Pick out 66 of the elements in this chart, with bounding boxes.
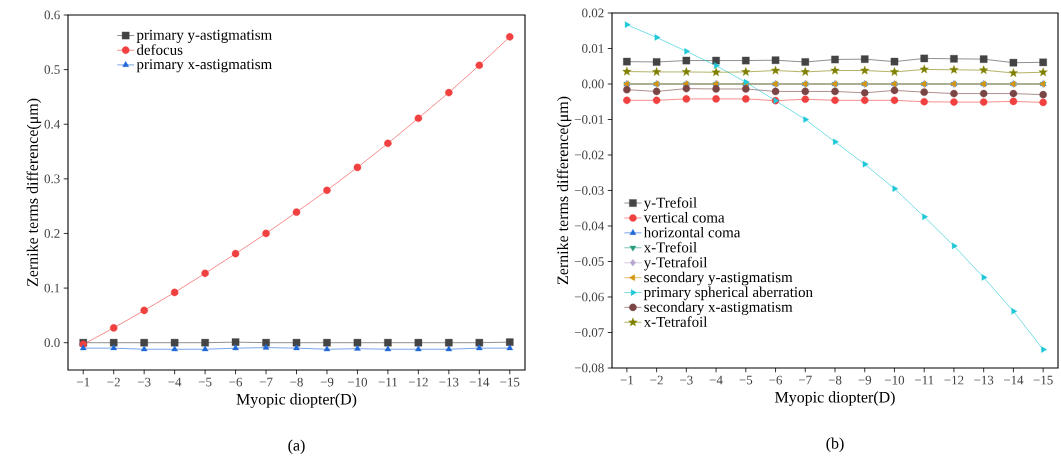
x-axis-title: Myopic diopter(D) (236, 393, 357, 408)
y-tick-label: 0.3 (44, 174, 60, 184)
legend-label: primary spherical aberration (643, 286, 813, 301)
x-tick-label: −14 (1003, 375, 1024, 385)
text: (b) (826, 437, 844, 452)
x-tick-label: −15 (1033, 375, 1053, 385)
x-tick-label: −14 (469, 377, 490, 387)
y-tick-label: 0.2 (44, 229, 60, 238)
x-axis-title: Myopic diopter(D) (775, 391, 895, 406)
x-tick-label: −2 (650, 375, 663, 385)
y-tick-label: −0.08 (574, 363, 604, 373)
x-tick-label: −6 (769, 375, 783, 385)
legend-label: primary x-astigmatism (136, 59, 272, 73)
y-tick-label: 0.0 (44, 338, 60, 348)
x-tick-label: −8 (290, 377, 303, 387)
x-tick-label: −8 (828, 375, 842, 385)
y-tick-label: 0.02 (582, 8, 604, 18)
legend-label: secondary y-astigmatism (644, 271, 793, 286)
legend-label: x-Trefoil (643, 241, 697, 253)
legend-label: y-Trefoil (643, 197, 697, 211)
x-tick-label: −9 (858, 375, 872, 385)
x-tick-label: −1 (620, 375, 633, 385)
y-tick-label: −0.05 (574, 257, 604, 266)
y-tick-label: 0.4 (44, 119, 61, 129)
y-tick-label: −0.06 (574, 292, 604, 302)
x-tick-label: −1 (76, 377, 90, 387)
x-tick-label: −12 (944, 375, 964, 385)
y-tick-label: −0.01 (574, 115, 604, 124)
y-tick-label: −0.04 (574, 221, 605, 231)
y-tick-label: 0.6 (44, 10, 60, 20)
x-tick-label: −10 (347, 377, 368, 387)
x-tick-label: −11 (378, 377, 398, 387)
x-tick-label: −15 (500, 377, 520, 387)
x-tick-label: −7 (799, 375, 812, 385)
x-tick-label: −3 (137, 377, 151, 387)
x-tick-label: −13 (439, 377, 459, 387)
x-tick-label: −12 (408, 377, 428, 387)
legend-label: vertical coma (643, 212, 725, 223)
x-tick-label: −3 (680, 375, 693, 385)
text: (a) (288, 439, 305, 454)
legend-label: defocus (137, 44, 183, 55)
x-tick-label: −9 (320, 377, 334, 387)
x-tick-label: −2 (107, 377, 120, 387)
y-tick-label: 0.1 (44, 283, 60, 293)
legend-label: horizontal coma (643, 226, 741, 238)
x-tick-label: −5 (198, 377, 212, 387)
legend-label: secondary x-astigmatism (644, 301, 793, 316)
x-tick-label: −5 (739, 375, 753, 385)
y-tick-label: 0.00 (582, 79, 604, 89)
y-tick-label: 0.01 (582, 44, 604, 53)
legend-label: primary y-astigmatism (136, 29, 272, 43)
x-tick-label: −4 (168, 377, 182, 387)
legend-label: y-Tetrafoil (643, 256, 708, 271)
x-tick-label: −10 (884, 375, 905, 385)
y-tick-label: −0.03 (574, 186, 604, 195)
x-tick-label: −4 (709, 375, 723, 385)
y-axis-title: Zernike terms difference(μm) (556, 96, 572, 285)
y-tick-label: −0.02 (574, 150, 604, 160)
y-axis-title: Zernike terms difference(μm) (26, 98, 42, 287)
legend-label: x-Tetrafoil (643, 316, 708, 327)
y-tick-label: 0.5 (44, 65, 60, 75)
x-tick-label: −11 (914, 375, 934, 385)
x-tick-label: −13 (974, 375, 994, 385)
x-tick-label: −7 (259, 377, 273, 387)
x-tick-label: −6 (229, 377, 243, 387)
y-tick-label: −0.07 (574, 328, 604, 337)
